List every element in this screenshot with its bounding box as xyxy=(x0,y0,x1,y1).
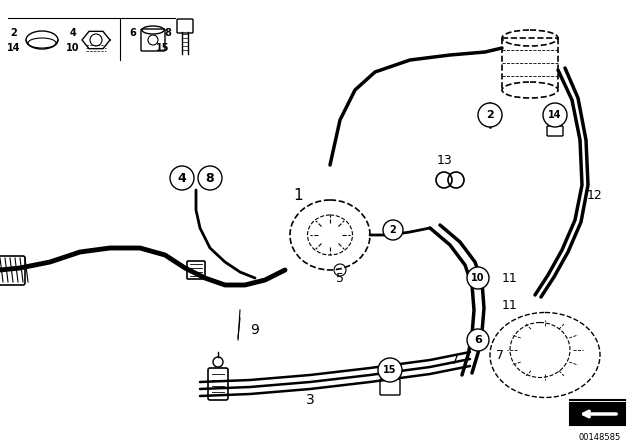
Circle shape xyxy=(478,103,502,127)
Text: 13: 13 xyxy=(437,154,453,167)
Text: 8: 8 xyxy=(205,172,214,185)
Text: 2: 2 xyxy=(486,110,494,120)
Text: 15: 15 xyxy=(156,43,170,53)
Circle shape xyxy=(543,103,567,127)
Text: 6: 6 xyxy=(474,335,482,345)
Circle shape xyxy=(198,166,222,190)
Text: 4: 4 xyxy=(178,172,186,185)
Text: 3: 3 xyxy=(306,393,314,407)
Text: 11: 11 xyxy=(502,271,518,284)
Text: 7: 7 xyxy=(451,353,459,366)
Text: 12: 12 xyxy=(587,189,603,202)
Circle shape xyxy=(383,220,403,240)
Text: 15: 15 xyxy=(383,365,397,375)
Text: 00148585: 00148585 xyxy=(579,432,621,441)
Text: 2: 2 xyxy=(390,225,396,235)
Circle shape xyxy=(213,357,223,367)
Text: 14: 14 xyxy=(7,43,20,53)
Text: 5: 5 xyxy=(336,271,344,284)
Text: 9: 9 xyxy=(251,323,259,337)
Text: 4: 4 xyxy=(70,28,76,38)
Text: 8: 8 xyxy=(164,28,172,38)
Text: 14: 14 xyxy=(548,110,562,120)
Text: 7: 7 xyxy=(496,349,504,362)
Circle shape xyxy=(467,267,489,289)
Text: 11: 11 xyxy=(502,298,518,311)
Text: 10: 10 xyxy=(471,273,484,283)
Text: 2: 2 xyxy=(11,28,17,38)
Circle shape xyxy=(170,166,194,190)
Circle shape xyxy=(467,329,489,351)
FancyBboxPatch shape xyxy=(570,403,625,425)
Text: 6: 6 xyxy=(130,28,136,38)
Text: 1: 1 xyxy=(293,188,303,202)
Text: 10: 10 xyxy=(67,43,80,53)
Circle shape xyxy=(378,358,402,382)
